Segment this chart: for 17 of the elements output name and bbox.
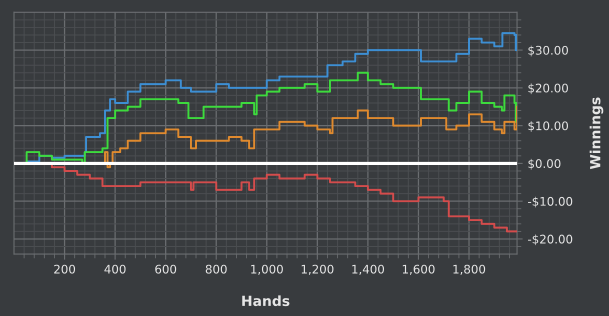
y-tick-label: -$10.00	[528, 196, 572, 208]
x-tick-label: 600	[155, 264, 176, 274]
x-tick-label: 200	[54, 264, 76, 274]
x-tick-label: 400	[104, 264, 126, 274]
x-tick-label: 1,000	[251, 264, 283, 275]
y-tick-label: $30.00	[528, 46, 568, 56]
x-tick-label: 1,400	[352, 264, 384, 275]
x-tick-label: 1,200	[302, 264, 334, 275]
x-tick-label: 800	[206, 264, 227, 274]
y-tick-label: -$20.00	[528, 234, 572, 246]
x-tick-label: 1,600	[402, 264, 435, 275]
y-tick-label: $0.00	[528, 158, 560, 170]
x-axis-title: Hands	[242, 295, 290, 306]
x-tick-label: 1,800	[453, 264, 486, 275]
y-tick-label: $20.00	[528, 83, 568, 94]
y-axis-title: Winnings	[590, 97, 604, 170]
y-tick-label: $10.00	[528, 121, 568, 132]
